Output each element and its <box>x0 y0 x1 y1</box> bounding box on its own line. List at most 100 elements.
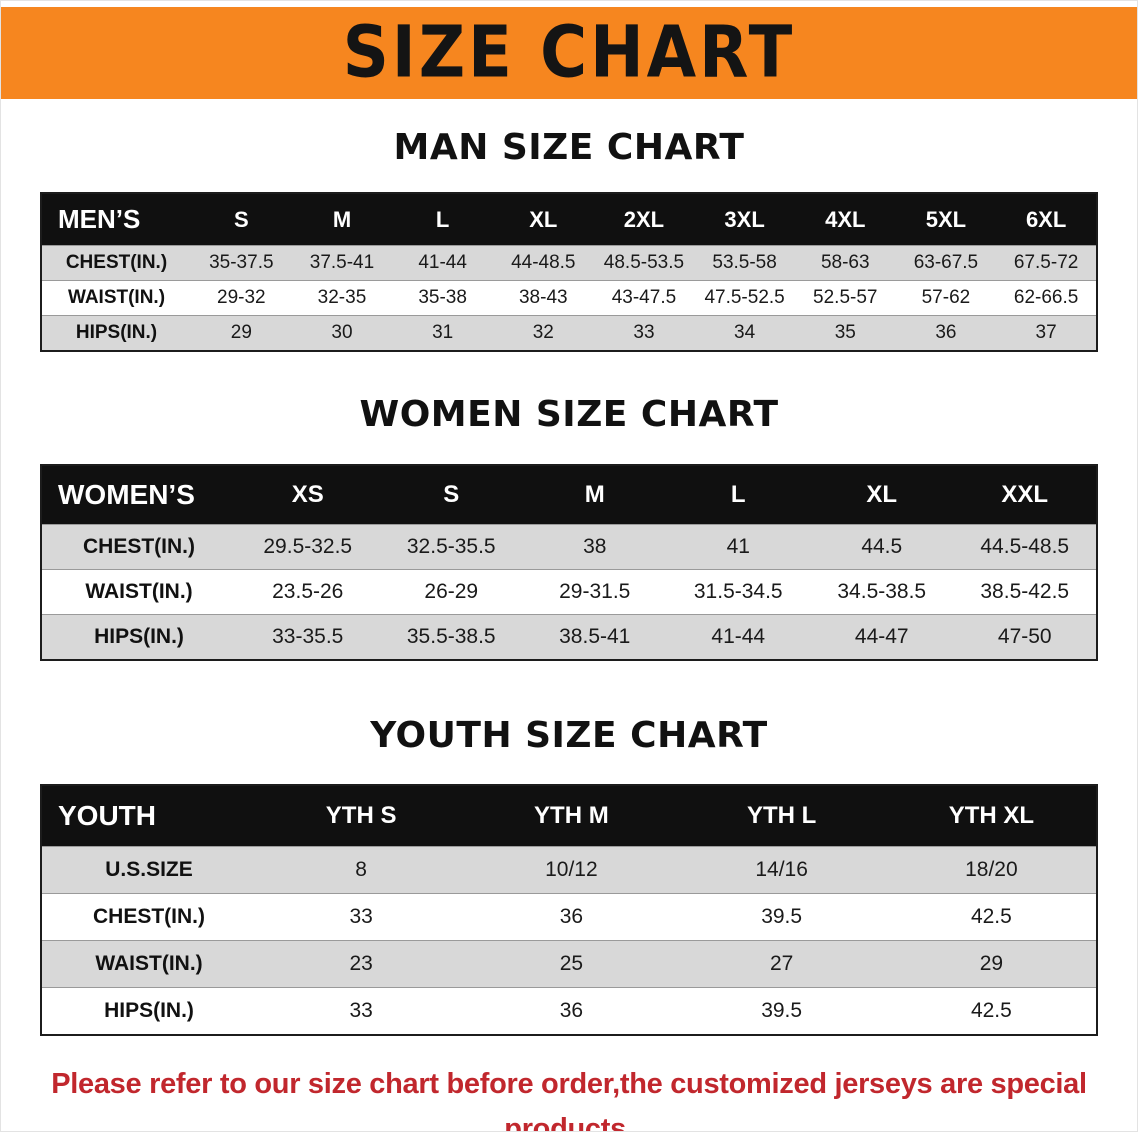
measurement-value: 36 <box>559 905 584 929</box>
measurement-row: CHEST(IN.) 33 36 39.5 42.5 <box>41 893 1097 941</box>
size-column-header: YTH M <box>466 785 677 847</box>
measurement-value: 14/16 <box>755 858 808 882</box>
measurement-value: 37.5-41 <box>309 252 375 274</box>
measurement-value: 26-29 <box>424 579 479 603</box>
measurement-value: 29.5-32.5 <box>263 534 353 558</box>
measurement-value: 8 <box>355 858 367 882</box>
size-column-header: YTH XL <box>886 785 1097 847</box>
measurement-value: 35.5-38.5 <box>406 624 496 648</box>
measurement-value: 41-44 <box>711 624 766 648</box>
size-column-header: XXL <box>953 464 1097 525</box>
measurement-row: HIPS(IN.) 33-35.5 35.5-38.5 38.5-41 41-44 44-… <box>41 614 1097 660</box>
women-section-heading: WOMEN SIZE CHART <box>359 394 779 436</box>
measurement-value: 47-50 <box>997 624 1052 648</box>
measurement-value: 27 <box>769 952 794 976</box>
measurement-value: 41-44 <box>418 252 467 274</box>
measurement-value: 35-38 <box>418 287 467 309</box>
size-column-header: S <box>191 193 292 246</box>
measurement-label: HIPS(IN.) <box>104 999 194 1023</box>
measurement-row: HIPS(IN.) 29 30 31 32 33 34 35 36 37 <box>41 315 1097 352</box>
measurement-row: WAIST(IN.) 23.5-26 26-29 29-31.5 31.5-34.5 34… <box>41 569 1097 614</box>
measurement-value: 58-63 <box>820 252 870 274</box>
measurement-value: 30 <box>331 322 353 344</box>
men-size-section: MAN SIZE CHART MEN’S S M L XL 2XL 3XL 4XL 5XL 6XL… <box>1 127 1137 353</box>
measurement-value: 33 <box>633 322 655 344</box>
measurement-value: 38.5-42.5 <box>980 579 1070 603</box>
measurement-value: 37 <box>1035 322 1057 344</box>
measurement-label: HIPS(IN.) <box>94 624 184 648</box>
measurement-value: 32-35 <box>317 287 367 309</box>
size-column-header: S <box>379 464 523 525</box>
measurement-label: CHEST(IN.) <box>83 534 195 558</box>
measurement-value: 36 <box>935 322 957 344</box>
youth-section-heading: YOUTH SIZE CHART <box>370 714 768 756</box>
measurement-value: 44-48.5 <box>511 252 576 274</box>
measurement-label: CHEST(IN.) <box>65 252 168 274</box>
size-column-header: 5XL <box>895 193 997 246</box>
measurement-value: 42.5 <box>970 999 1012 1023</box>
measurement-row: HIPS(IN.) 33 36 39.5 42.5 <box>41 987 1097 1036</box>
measurement-value: 38.5-41 <box>559 624 631 648</box>
measurement-label: WAIST(IN.) <box>95 952 203 976</box>
measurement-value: 31.5-34.5 <box>693 579 783 603</box>
measurement-value: 10/12 <box>545 858 598 882</box>
measurement-label: HIPS(IN.) <box>75 322 158 344</box>
measurement-value: 33 <box>349 999 373 1023</box>
size-column-header: XL <box>810 464 954 525</box>
measurement-row: WAIST(IN.) 23 25 27 29 <box>41 940 1097 988</box>
men-section-heading: MAN SIZE CHART <box>393 127 745 168</box>
measurement-value: 35 <box>834 322 856 344</box>
men-size-table: MEN’S S M L XL 2XL 3XL 4XL 5XL 6XL CHEST(IN.) 35-37… <box>40 192 1098 353</box>
measurement-value: 39.5 <box>761 905 803 929</box>
measurement-value: 38-43 <box>518 287 568 309</box>
measurement-value: 35-37.5 <box>209 252 274 274</box>
size-column-header: M <box>291 193 393 246</box>
measurement-label: U.S.SIZE <box>105 858 193 882</box>
measurement-value: 44-47 <box>854 624 909 648</box>
measurement-value: 32 <box>532 322 554 344</box>
table-header-row: WOMEN’S XS S M L XL XXL <box>41 464 1097 525</box>
measurement-value: 34 <box>734 322 756 344</box>
measurement-value: 18/20 <box>965 858 1018 882</box>
table-category-label: YOUTH <box>41 785 256 847</box>
disclaimer-line-1: Please refer to our size chart before or… <box>51 1068 1087 1132</box>
measurement-row: U.S.SIZE 8 10/12 14/16 18/20 <box>41 846 1097 894</box>
measurement-value: 31 <box>432 322 454 344</box>
table-header-row: YOUTH YTH S YTH M YTH L YTH XL <box>41 785 1097 847</box>
size-column-header: 6XL <box>996 193 1097 246</box>
measurement-label: CHEST(IN.) <box>93 905 205 929</box>
table-header-row: MEN’S S M L XL 2XL 3XL 4XL 5XL 6XL <box>41 193 1097 246</box>
measurement-value: 34.5-38.5 <box>837 579 927 603</box>
measurement-value: 23.5-26 <box>272 579 344 603</box>
measurement-value: 47.5-52.5 <box>704 287 785 309</box>
measurement-value: 32.5-35.5 <box>406 534 496 558</box>
page-title: SIZE CHART <box>342 11 796 95</box>
youth-size-table: YOUTH YTH S YTH M YTH L YTH XL U.S.SIZE 8 10/12… <box>40 784 1098 1037</box>
women-size-section: WOMEN SIZE CHART WOMEN’S XS S M L XL XXL CHEST(… <box>1 394 1137 661</box>
measurement-value: 29 <box>979 952 1004 976</box>
disclaimer: Please refer to our size chart before or… <box>1 1062 1137 1132</box>
measurement-value: 38 <box>583 534 607 558</box>
measurement-value: 29-31.5 <box>559 579 631 603</box>
size-column-header: YTH S <box>256 785 467 847</box>
measurement-value: 33-35.5 <box>272 624 344 648</box>
measurement-label: WAIST(IN.) <box>67 287 166 309</box>
size-column-header: 2XL <box>593 193 695 246</box>
measurement-value: 57-62 <box>921 287 971 309</box>
size-column-header: L <box>392 193 493 246</box>
measurement-value: 48.5-53.5 <box>603 252 685 274</box>
youth-size-section: YOUTH SIZE CHART YOUTH YTH S YTH M YTH L YTH… <box>1 714 1137 1037</box>
measurement-value: 39.5 <box>761 999 803 1023</box>
size-column-header: XL <box>492 193 594 246</box>
measurement-value: 29-32 <box>217 287 266 309</box>
size-column-header: 4XL <box>794 193 896 246</box>
measurement-value: 62-66.5 <box>1013 287 1079 309</box>
measurement-value: 33 <box>349 905 373 929</box>
measurement-value: 63-67.5 <box>913 252 979 274</box>
size-column-header: L <box>666 464 810 525</box>
measurement-value: 29 <box>230 322 252 344</box>
size-column-header: XS <box>236 464 380 525</box>
measurement-value: 42.5 <box>970 905 1012 929</box>
size-column-header: YTH L <box>676 785 887 847</box>
